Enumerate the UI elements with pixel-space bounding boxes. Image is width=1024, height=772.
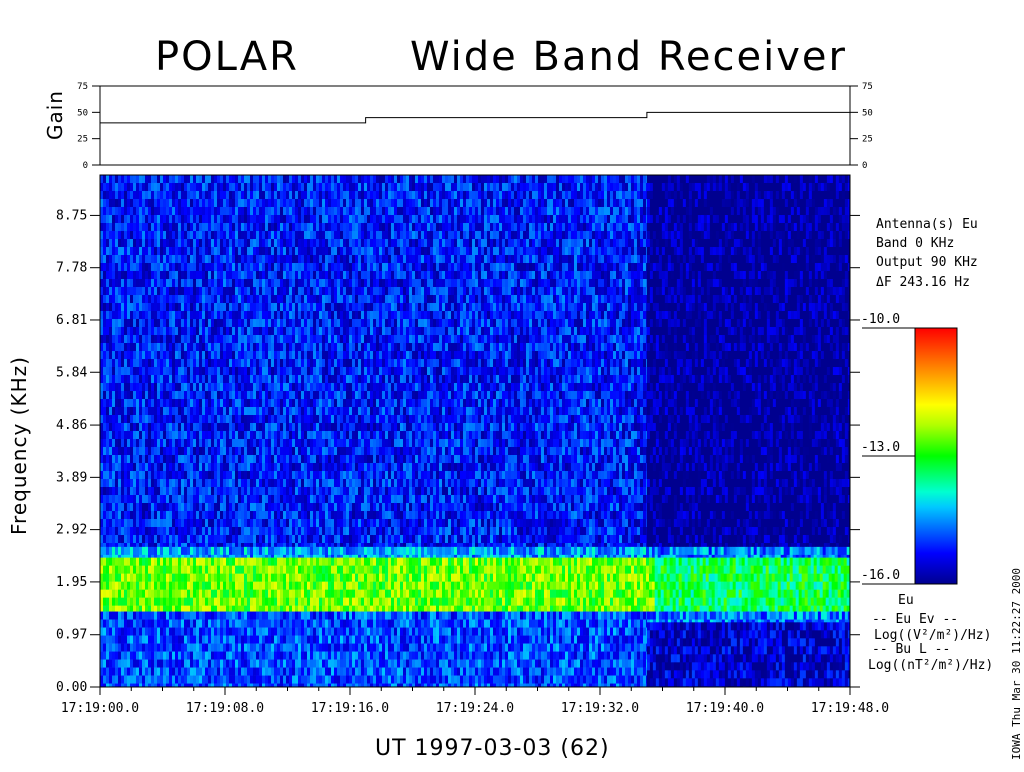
y-tick-label: 4.86 — [56, 418, 87, 433]
info-output: Output 90 KHz — [876, 255, 978, 270]
heatmap-region — [647, 175, 850, 547]
legend-unit-e: Log((V²/m²)/Hz) — [874, 628, 991, 643]
gain-tick-label-right: 25 — [862, 135, 873, 145]
heatmap-region — [100, 558, 655, 612]
gain-tick-label-right: 75 — [862, 82, 873, 92]
x-tick-label: 17:19:00.0 — [61, 701, 139, 716]
timestamp-stamp: IOWA Thu Mar 30 11:22:27 2000 — [1010, 568, 1023, 760]
heatmap-region — [655, 558, 851, 612]
heatmap-region — [655, 547, 851, 558]
y-tick-label: 5.84 — [56, 365, 87, 380]
colorbar — [915, 328, 957, 584]
x-tick-label: 17:19:32.0 — [561, 701, 639, 716]
y-tick-label: 7.78 — [56, 261, 87, 276]
heatmap-region — [647, 612, 850, 623]
y-axis-label: Frequency (KHz) — [7, 356, 31, 535]
y-tick-label: 8.75 — [56, 208, 87, 223]
gain-ylabel: Gain — [43, 90, 67, 140]
gain-tick-label-right: 50 — [862, 108, 873, 118]
spectrogram: 0.00 0.97 1.95 2.92 3.89 4.86 5.84 6.81 7.78 8.75… — [56, 175, 889, 716]
x-tick-label: 17:19:16.0 — [311, 701, 389, 716]
heatmap-region — [647, 622, 850, 687]
gain-tick-label-left: 25 — [77, 135, 88, 145]
gain-frame — [100, 86, 850, 165]
x-tick-label: 17:19:48.0 — [811, 701, 889, 716]
y-tick-label: 2.92 — [56, 523, 87, 538]
title-right: Wide Band Receiver — [410, 34, 847, 80]
gain-tick-label-left: 50 — [77, 108, 88, 118]
legend-component: Eu — [898, 593, 914, 608]
info-band: Band 0 KHz — [876, 236, 954, 251]
x-tick-label: 17:19:24.0 — [436, 701, 514, 716]
y-tick-label: 0.97 — [56, 628, 87, 643]
legend-line-e: -- Eu Ev -- — [872, 612, 958, 627]
info-antenna: Antenna(s) Eu — [876, 217, 978, 232]
heatmap-region — [100, 175, 647, 547]
legend-line-b: -- Bu L -- — [872, 642, 950, 657]
x-axis-label: UT 1997-03-03 (62) — [375, 736, 610, 761]
gain-tick-label-left: 0 — [83, 161, 88, 171]
colorbar-tick-label: -10.0 — [861, 312, 900, 327]
heatmap-region — [100, 612, 647, 688]
gain-tick-label-right: 0 — [862, 161, 867, 171]
gain-step-line — [100, 112, 850, 123]
y-tick-label: 1.95 — [56, 575, 87, 590]
y-tick-label: 6.81 — [56, 313, 87, 328]
gain-panel: 75 75 50 50 25 25 0 0 Gain — [43, 82, 873, 171]
x-tick-label: 17:19:08.0 — [186, 701, 264, 716]
title-left: POLAR — [155, 34, 299, 80]
y-tick-label: 3.89 — [56, 470, 87, 485]
colorbar-tick-label: -16.0 — [861, 568, 900, 583]
heatmap-region — [100, 547, 655, 558]
legend-unit-b: Log((nT²/m²)/Hz) — [868, 658, 993, 673]
info-delta-f: ΔF 243.16 Hz — [876, 275, 970, 290]
gain-tick-label-left: 75 — [77, 82, 88, 92]
colorbar-tick-label: -13.0 — [861, 440, 900, 455]
y-tick-label: 0.00 — [56, 680, 87, 695]
x-tick-label: 17:19:40.0 — [686, 701, 764, 716]
